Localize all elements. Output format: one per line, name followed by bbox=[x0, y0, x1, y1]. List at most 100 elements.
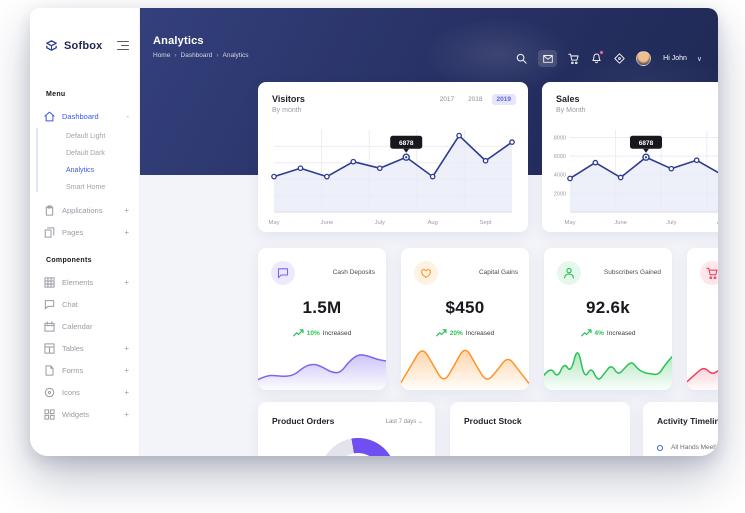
sales-chart[interactable]: 8000600040002000MayJuneJulyAugSept6878 bbox=[546, 120, 718, 228]
visitors-card: Visitors By month 2017 2018 2019 May June Ju… bbox=[258, 82, 528, 232]
timeline-item-label: All Hands Meeting bbox=[671, 444, 718, 451]
breadcrumb-separator: › bbox=[174, 52, 177, 59]
sidebar-item-dashboard[interactable]: Dashboard - bbox=[44, 105, 129, 127]
sidebar-item-label: Forms bbox=[62, 365, 84, 375]
user-menu-chevron-icon[interactable]: ∨ bbox=[696, 55, 702, 63]
sidebar-item-elements[interactable]: Elements + bbox=[44, 271, 129, 293]
sidebar-toggle-icon[interactable] bbox=[117, 40, 129, 51]
sofbox-logo-icon bbox=[44, 38, 59, 53]
year-tab-2018[interactable]: 2018 bbox=[468, 96, 483, 103]
svg-text:Aug: Aug bbox=[717, 220, 718, 226]
app-window: Sofbox Menu Dashboard - Default Light Defaul… bbox=[30, 8, 718, 456]
sidebar-subitem-smart-home[interactable]: Smart Home bbox=[66, 184, 106, 191]
svg-text:June: June bbox=[614, 220, 627, 226]
header-actions: Hi John ∨ bbox=[515, 50, 702, 67]
sidebar-item-icons[interactable]: Icons + bbox=[44, 381, 129, 403]
expand-toggle-icon[interactable]: + bbox=[124, 343, 129, 353]
svg-text:6878: 6878 bbox=[399, 140, 414, 147]
chat-icon bbox=[271, 261, 295, 285]
stat-card-orders-received: Orders Received97.5K2%loss bbox=[687, 248, 718, 390]
product-orders-filter-dropdown[interactable]: Last 7 days ⌄ bbox=[385, 419, 423, 425]
svg-text:6878: 6878 bbox=[639, 140, 654, 147]
sidebar-subitem-default-dark[interactable]: Default Dark bbox=[66, 150, 105, 157]
widget-icon bbox=[44, 408, 55, 420]
cart-icon bbox=[700, 261, 718, 285]
year-tab-2017[interactable]: 2017 bbox=[439, 96, 455, 103]
sidebar-nav: Menu Dashboard - Default Light Default Dark A… bbox=[36, 91, 129, 425]
compass-icon[interactable] bbox=[613, 52, 626, 65]
stat-card-trend: 4% Increased bbox=[544, 329, 672, 337]
svg-text:July: July bbox=[375, 220, 385, 226]
expand-toggle-icon[interactable]: + bbox=[124, 277, 129, 287]
app-logo-text: Sofbox bbox=[64, 39, 103, 52]
svg-text:July: July bbox=[666, 220, 676, 226]
trend-up-icon bbox=[580, 329, 592, 337]
sidebar-item-label: Applications bbox=[62, 205, 103, 215]
activity-timeline-title: Activity Timeline bbox=[657, 416, 718, 426]
year-tab-2019[interactable]: 2019 bbox=[491, 94, 516, 105]
sidebar-item-pages[interactable]: Pages + bbox=[44, 221, 129, 243]
expand-toggle-icon[interactable]: + bbox=[124, 387, 129, 397]
trend-up-icon bbox=[435, 329, 447, 337]
sales-card-subtitle: By Month bbox=[556, 107, 586, 114]
sidebar-item-forms[interactable]: Forms + bbox=[44, 359, 129, 381]
sales-plot: 8000600040002000MayJuneJulyAugSept6878 bbox=[554, 130, 718, 226]
visitors-chart[interactable]: May June July Aug Sept 6878 bbox=[268, 120, 518, 228]
sidebar-item-chat[interactable]: Chat bbox=[44, 293, 129, 315]
breadcrumb-dashboard[interactable]: Dashboard bbox=[180, 52, 213, 59]
svg-text:6000: 6000 bbox=[554, 154, 566, 160]
visitors-card-subtitle: By month bbox=[272, 107, 302, 114]
product-stock-title: Product Stock bbox=[464, 416, 522, 426]
chevron-down-icon: ⌄ bbox=[417, 419, 423, 425]
product-orders-card: Product Orders Last 7 days ⌄ bbox=[258, 402, 435, 456]
expand-toggle-icon[interactable]: + bbox=[124, 365, 129, 375]
stat-card-subscribers-gained: Subscribers Gained 92.6k 4% Increased bbox=[544, 248, 672, 390]
heart-icon bbox=[414, 261, 438, 285]
home-icon bbox=[44, 111, 55, 122]
notification-dot bbox=[599, 50, 605, 55]
subscribers-gained-sparkline bbox=[544, 338, 672, 390]
sidebar-subitem-analytics[interactable]: Analytics bbox=[66, 167, 95, 174]
trend-label: Increased bbox=[606, 329, 636, 337]
search-icon[interactable] bbox=[515, 52, 528, 65]
stat-card-title: Subscribers Gained bbox=[603, 269, 661, 276]
user-greeting: Hi John bbox=[663, 55, 687, 62]
sidebar-item-applications[interactable]: Applications + bbox=[44, 199, 129, 221]
sidebar-item-calendar[interactable]: Calendar bbox=[44, 315, 129, 337]
trend-percent: 20% bbox=[449, 329, 463, 337]
stat-card-title: Cash Deposits bbox=[332, 269, 375, 276]
user-avatar[interactable] bbox=[636, 51, 652, 66]
sidebar-item-label: Widgets bbox=[62, 409, 90, 419]
svg-text:Sept: Sept bbox=[480, 220, 492, 226]
cash-deposits-sparkline bbox=[258, 338, 386, 390]
mail-icon[interactable] bbox=[538, 50, 558, 67]
bell-icon[interactable] bbox=[590, 50, 605, 65]
sidebar-item-label: Chat bbox=[62, 299, 78, 309]
cart-icon[interactable] bbox=[567, 52, 580, 65]
stat-card-value: 1.5M bbox=[302, 298, 342, 317]
expand-toggle-icon[interactable]: - bbox=[126, 111, 129, 121]
stat-card-value: 92.6k bbox=[585, 298, 631, 317]
visitors-card-title: Visitors bbox=[272, 94, 305, 104]
expand-toggle-icon[interactable]: + bbox=[124, 409, 129, 419]
trend-up-icon bbox=[292, 329, 304, 337]
breadcrumb-home[interactable]: Home bbox=[153, 52, 171, 59]
sidebar-subitem-default-light[interactable]: Default Light bbox=[66, 133, 106, 140]
visitors-tooltip: 6878 bbox=[390, 135, 423, 153]
expand-toggle-icon[interactable]: + bbox=[124, 227, 129, 237]
sidebar-item-tables[interactable]: Tables + bbox=[44, 337, 129, 359]
sidebar-item-label: Icons bbox=[62, 387, 80, 397]
trend-percent: 10% bbox=[306, 329, 320, 337]
stat-card-capital-gains: Capital Gains $450 20% Increased bbox=[401, 248, 529, 390]
breadcrumb-analytics[interactable]: Analytics bbox=[222, 52, 249, 59]
stat-card-trend: 2%loss bbox=[687, 329, 718, 337]
timeline-item[interactable]: All Hands Meeting bbox=[657, 444, 718, 451]
orders-received-sparkline bbox=[687, 338, 718, 390]
visitors-year-tabs: 2017 2018 2019 bbox=[435, 94, 516, 105]
svg-text:June: June bbox=[321, 220, 334, 226]
product-orders-title: Product Orders bbox=[272, 416, 335, 426]
expand-toggle-icon[interactable]: + bbox=[124, 205, 129, 215]
sidebar-item-label: Pages bbox=[62, 227, 84, 237]
sidebar-item-widgets[interactable]: Widgets + bbox=[44, 403, 129, 425]
svg-text:May: May bbox=[565, 220, 576, 226]
